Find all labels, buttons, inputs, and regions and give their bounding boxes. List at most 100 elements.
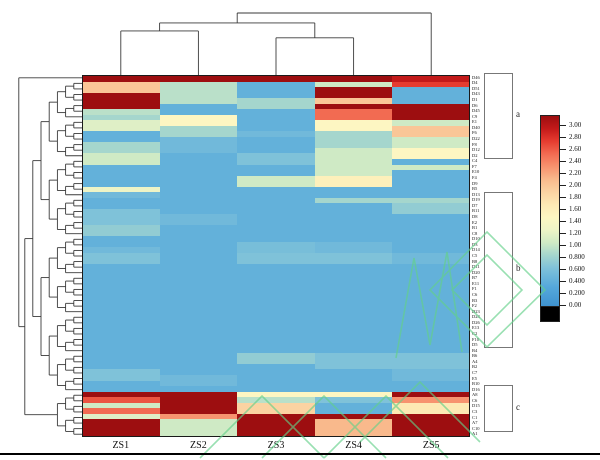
heatmap-cell	[83, 76, 161, 82]
heatmap-cell	[391, 158, 469, 165]
heatmap-cell	[83, 313, 161, 320]
heatmap-cell	[237, 369, 315, 375]
colorbar-tick-label: 0.400	[569, 277, 585, 285]
heatmap-cell	[314, 125, 392, 132]
heatmap-cell	[160, 203, 238, 209]
heatmap-cell	[237, 269, 315, 276]
heatmap-cell	[314, 81, 392, 88]
heatmap-cell	[160, 192, 238, 198]
heatmap-cell	[237, 230, 315, 237]
heatmap-cell	[83, 247, 161, 253]
heatmap-cell	[160, 408, 238, 414]
heatmap-cell	[83, 297, 161, 303]
row-label: E10	[472, 169, 480, 175]
cluster-bracket-a	[484, 73, 513, 159]
heatmap-cell	[314, 236, 392, 242]
heatmap-cell	[314, 92, 392, 99]
heatmap-cell	[391, 153, 469, 159]
row-label: A4	[472, 358, 478, 364]
heatmap-cell	[83, 330, 161, 337]
heatmap-cell	[314, 369, 392, 375]
heatmap-cell	[160, 397, 238, 403]
colorbar-tick-mark	[560, 221, 566, 222]
heatmap-cell	[314, 230, 392, 237]
heatmap-cell	[83, 125, 161, 132]
heatmap-cell	[314, 358, 392, 364]
heatmap-cell	[314, 197, 392, 204]
heatmap-cell	[237, 114, 315, 121]
heatmap-cell	[83, 408, 161, 414]
heatmap-cell	[160, 291, 238, 298]
heatmap-cell	[237, 325, 315, 331]
colorbar-black-segment	[540, 306, 560, 322]
heatmap-cell	[391, 109, 469, 115]
heatmap-cell	[83, 192, 161, 198]
colorbar-tick-mark	[560, 245, 566, 246]
heatmap-cell	[314, 269, 392, 276]
heatmap-cell	[237, 386, 315, 392]
heatmap-cell	[237, 291, 315, 298]
heatmap-cell	[314, 241, 392, 248]
heatmap-cell	[314, 253, 392, 259]
heatmap-cell	[391, 87, 469, 93]
heatmap-cell	[237, 142, 315, 148]
heatmap-cell	[237, 214, 315, 220]
row-label: C9	[472, 113, 478, 119]
heatmap-cell	[237, 225, 315, 231]
heatmap-cell	[160, 269, 238, 276]
heatmap-cell	[83, 280, 161, 287]
heatmap-cell	[160, 109, 238, 115]
heatmap-cell	[160, 286, 238, 292]
heatmap-cell	[237, 153, 315, 159]
heatmap-cell	[160, 236, 238, 242]
col-label-zs1: ZS1	[112, 440, 130, 451]
row-label: D51	[472, 85, 480, 91]
heatmap-cell	[237, 236, 315, 242]
heatmap-cell	[314, 164, 392, 171]
heatmap-cell	[83, 170, 161, 176]
heatmap-cell	[160, 258, 238, 265]
row-label: D19	[472, 197, 480, 203]
heatmap-cell	[391, 369, 469, 375]
heatmap-cell	[160, 103, 238, 110]
heatmap-cell	[83, 363, 161, 370]
heatmap-cell	[83, 413, 161, 420]
heatmap-cell	[237, 319, 315, 326]
colorbar-tick-mark	[560, 161, 566, 162]
colorbar-tick-mark	[560, 149, 566, 150]
heatmap-cell	[314, 363, 392, 370]
heatmap-cell	[237, 136, 315, 143]
row-label: C4	[472, 158, 478, 164]
heatmap-cell	[314, 325, 392, 331]
heatmap-cell	[314, 280, 392, 287]
colorbar-tick-label: 1.40	[569, 217, 582, 225]
colorbar-tick-label: 2.60	[569, 145, 582, 153]
colorbar-tick-mark	[560, 209, 566, 210]
heatmap-cell	[83, 197, 161, 204]
heatmap-cell	[83, 87, 161, 93]
heatmap-cell	[314, 120, 392, 126]
heatmap-cell	[160, 424, 238, 431]
heatmap-cell	[160, 181, 238, 187]
heatmap-cell	[83, 291, 161, 298]
heatmap-cell	[391, 197, 469, 204]
heatmap-cell	[160, 386, 238, 392]
colorbar-tick-label: 0.600	[569, 265, 585, 273]
heatmap-cell	[83, 302, 161, 309]
row-label: B2	[472, 364, 478, 370]
row-label: D12	[472, 146, 480, 152]
row-label: D7	[472, 202, 478, 208]
heatmap-cell	[237, 147, 315, 154]
heatmap-cell	[83, 158, 161, 165]
heatmap-cell	[160, 247, 238, 253]
heatmap-cell	[237, 264, 315, 270]
heatmap-cell	[237, 352, 315, 359]
heatmap-cell	[160, 208, 238, 215]
heatmap-cell	[237, 308, 315, 314]
heatmap-cell	[391, 125, 469, 132]
heatmap-cell	[160, 164, 238, 171]
heatmap-cell	[160, 275, 238, 281]
row-label: D22	[472, 135, 480, 141]
heatmap-cell	[160, 374, 238, 381]
